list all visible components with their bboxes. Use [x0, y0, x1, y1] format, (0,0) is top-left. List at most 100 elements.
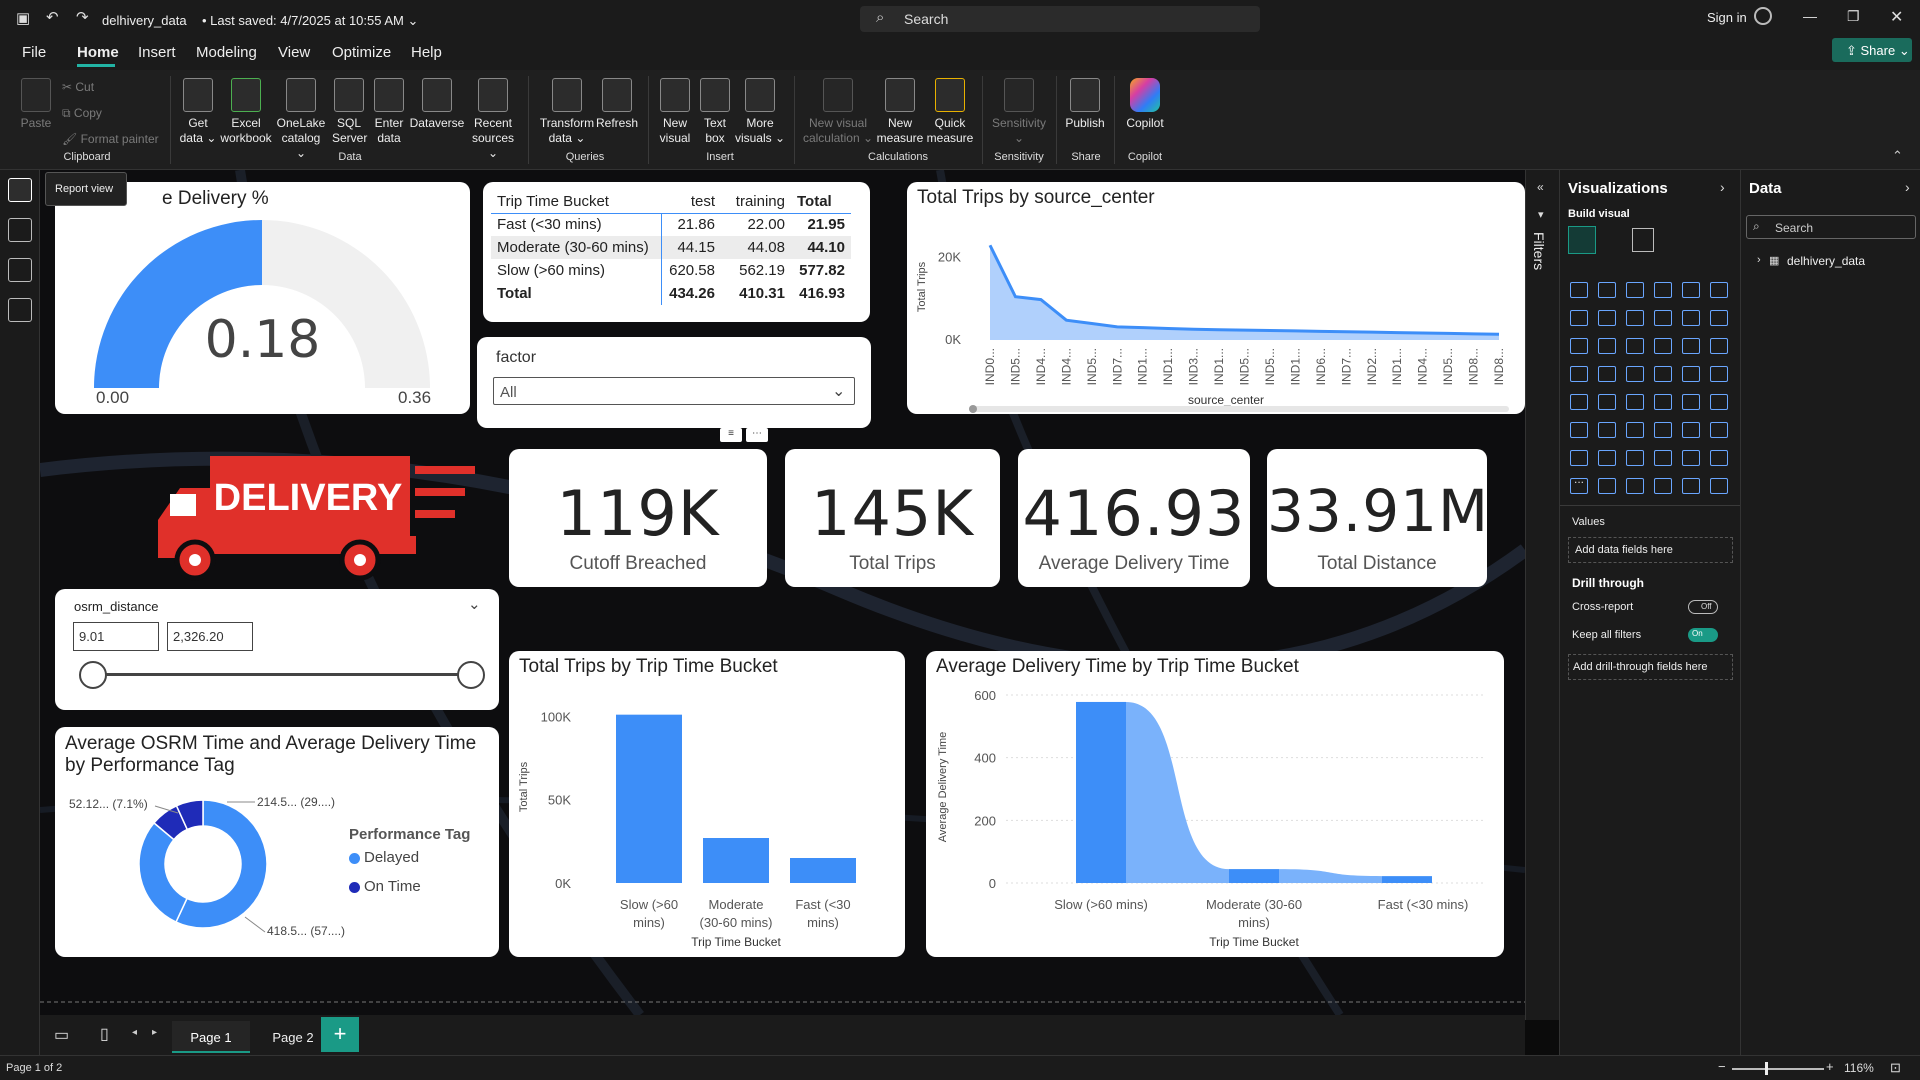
visual-type-icon[interactable] [1654, 450, 1672, 466]
zoom-handle[interactable] [1765, 1062, 1768, 1075]
build-visual-tab[interactable] [1568, 226, 1596, 254]
visual-type-icon[interactable] [1710, 478, 1728, 494]
visual-type-icon[interactable] [1654, 282, 1672, 298]
gauge-card[interactable]: e Delivery % 0.18 0.00 0.36 [55, 182, 470, 414]
legend-item[interactable]: On Time [364, 878, 421, 895]
visual-type-icon[interactable] [1710, 310, 1728, 326]
enter-data-button[interactable]: Enter data [370, 78, 408, 146]
kpi-total-trips[interactable]: 145K Total Trips [785, 449, 1000, 587]
filter-icon[interactable]: ≡ [720, 428, 742, 442]
visual-type-icon[interactable] [1598, 366, 1616, 382]
zoom-in-icon[interactable]: + [1826, 1059, 1834, 1074]
desktop-layout-icon[interactable]: ▭ [54, 1027, 70, 1044]
next-page-icon[interactable]: ▸ [152, 1027, 158, 1038]
new-visual-button[interactable]: New visual [656, 78, 694, 146]
visual-type-icon[interactable] [1626, 394, 1644, 410]
visual-type-icon[interactable] [1654, 310, 1672, 326]
quick-measure-button[interactable]: Quick measure [926, 78, 974, 146]
prev-page-icon[interactable]: ◂ [132, 1027, 138, 1038]
visual-type-icon[interactable] [1710, 338, 1728, 354]
expand-icon[interactable]: › [1757, 254, 1761, 266]
visual-type-icon[interactable] [1626, 338, 1644, 354]
transform-data-button[interactable]: Transform data ⌄ [538, 78, 596, 146]
trips-by-bucket-card[interactable]: Total Trips by Trip Time Bucket Total Tr… [509, 651, 905, 957]
add-page-button[interactable]: + [321, 1017, 359, 1052]
cross-report-toggle[interactable]: Off [1688, 600, 1718, 614]
visual-type-icon[interactable] [1570, 366, 1588, 382]
menu-file[interactable]: File [22, 44, 47, 61]
osrm-distance-slicer[interactable]: osrm_distance ⌄ 9.01 2,326.20 [55, 589, 499, 710]
more-visuals-button[interactable]: More visuals ⌄ [734, 78, 786, 146]
visual-type-icon[interactable] [1682, 422, 1700, 438]
kpi-total-distance[interactable]: 33.91M Total Distance [1267, 449, 1488, 587]
chevron-right-icon[interactable]: › [1905, 179, 1910, 195]
visual-type-icon[interactable] [1682, 366, 1700, 382]
zoom-slider[interactable] [1732, 1068, 1824, 1070]
minimize-icon[interactable]: — [1803, 8, 1817, 24]
visual-type-icon[interactable] [1598, 422, 1616, 438]
sql-server-button[interactable]: SQL Server [332, 78, 367, 146]
visual-type-icon[interactable] [1654, 338, 1672, 354]
report-view-icon[interactable] [8, 178, 32, 202]
recent-sources-button[interactable]: Recent sources ⌄ [468, 78, 518, 161]
chevron-down-icon[interactable]: ⌄ [468, 596, 481, 613]
visual-type-icon[interactable] [1682, 450, 1700, 466]
visual-type-icon[interactable] [1570, 478, 1588, 494]
sensitivity-button[interactable]: Sensitivity ⌄ [990, 78, 1048, 146]
new-visual-calculation-button[interactable]: New visual calculation ⌄ [802, 78, 874, 146]
data-table-item[interactable]: delhivery_data [1787, 254, 1866, 268]
visual-type-icon[interactable] [1598, 282, 1616, 298]
kpi-average-delivery-time[interactable]: 416.93 Average Delivery Time [1018, 449, 1250, 587]
matrix-col-header[interactable]: Total [791, 190, 851, 214]
visual-type-icon[interactable] [1570, 338, 1588, 354]
keep-filters-toggle[interactable]: On [1688, 628, 1718, 642]
collapse-ribbon-icon[interactable]: ⌃ [1892, 148, 1903, 163]
visual-type-icon[interactable] [1710, 366, 1728, 382]
visual-type-icon[interactable] [1710, 450, 1728, 466]
visual-type-icon[interactable] [1598, 450, 1616, 466]
factor-slicer[interactable]: factor All ⌄ [477, 337, 871, 428]
fit-to-page-icon[interactable]: ⊡ [1890, 1060, 1901, 1075]
delivery-time-by-bucket-card[interactable]: Average Delivery Time by Trip Time Bucke… [926, 651, 1504, 957]
visual-type-icon[interactable] [1570, 450, 1588, 466]
visual-type-icon[interactable] [1682, 478, 1700, 494]
search-box[interactable]: ⌕ Search [860, 6, 1260, 32]
chevron-left-icon[interactable]: « [1537, 180, 1544, 194]
filters-pane-collapsed[interactable]: « ▾ Filters [1525, 170, 1559, 1020]
paste-button[interactable]: Paste [18, 78, 54, 131]
visual-type-icon[interactable] [1626, 310, 1644, 326]
more-options-icon[interactable]: ⋯ [746, 428, 768, 442]
onelake-catalog-button[interactable]: OneLake catalog ⌄ [276, 78, 326, 161]
menu-home[interactable]: Home [77, 44, 119, 61]
redo-icon[interactable]: ↷ [76, 9, 89, 26]
visual-type-icon[interactable] [1598, 338, 1616, 354]
visual-type-icon[interactable] [1570, 394, 1588, 410]
drill-through-drop-zone[interactable]: Add drill-through fields here [1568, 654, 1733, 680]
visual-type-icon[interactable] [1682, 282, 1700, 298]
filters-label[interactable]: Filters [1531, 232, 1547, 271]
dataverse-button[interactable]: Dataverse [408, 78, 466, 131]
slider-min-handle[interactable] [79, 661, 107, 689]
close-icon[interactable]: ✕ [1890, 9, 1904, 26]
cut-button[interactable]: ✂ Cut [62, 80, 95, 94]
zoom-out-icon[interactable]: − [1718, 1059, 1726, 1074]
model-view-icon[interactable] [8, 258, 32, 282]
slider-max-handle[interactable] [457, 661, 485, 689]
menu-modeling[interactable]: Modeling [196, 44, 257, 61]
data-search-input[interactable]: ⌕ Search [1746, 215, 1916, 239]
account-icon[interactable] [1754, 7, 1772, 25]
visual-type-icon[interactable] [1682, 338, 1700, 354]
format-painter-button[interactable]: 🖌 Format painter [62, 132, 159, 146]
factor-dropdown[interactable]: All ⌄ [493, 377, 855, 405]
matrix-col-header[interactable]: Trip Time Bucket [491, 190, 661, 214]
menu-view[interactable]: View [278, 44, 311, 61]
copy-button[interactable]: ⧉ Copy [62, 106, 102, 120]
visual-type-icon[interactable] [1654, 394, 1672, 410]
visual-type-icon[interactable] [1626, 282, 1644, 298]
visual-type-icon[interactable] [1570, 310, 1588, 326]
menu-insert[interactable]: Insert [138, 44, 176, 61]
excel-workbook-button[interactable]: Excel workbook [218, 78, 274, 146]
visual-type-icon[interactable] [1598, 394, 1616, 410]
matrix-col-header[interactable]: test [661, 190, 721, 214]
visual-type-icon[interactable] [1570, 282, 1588, 298]
